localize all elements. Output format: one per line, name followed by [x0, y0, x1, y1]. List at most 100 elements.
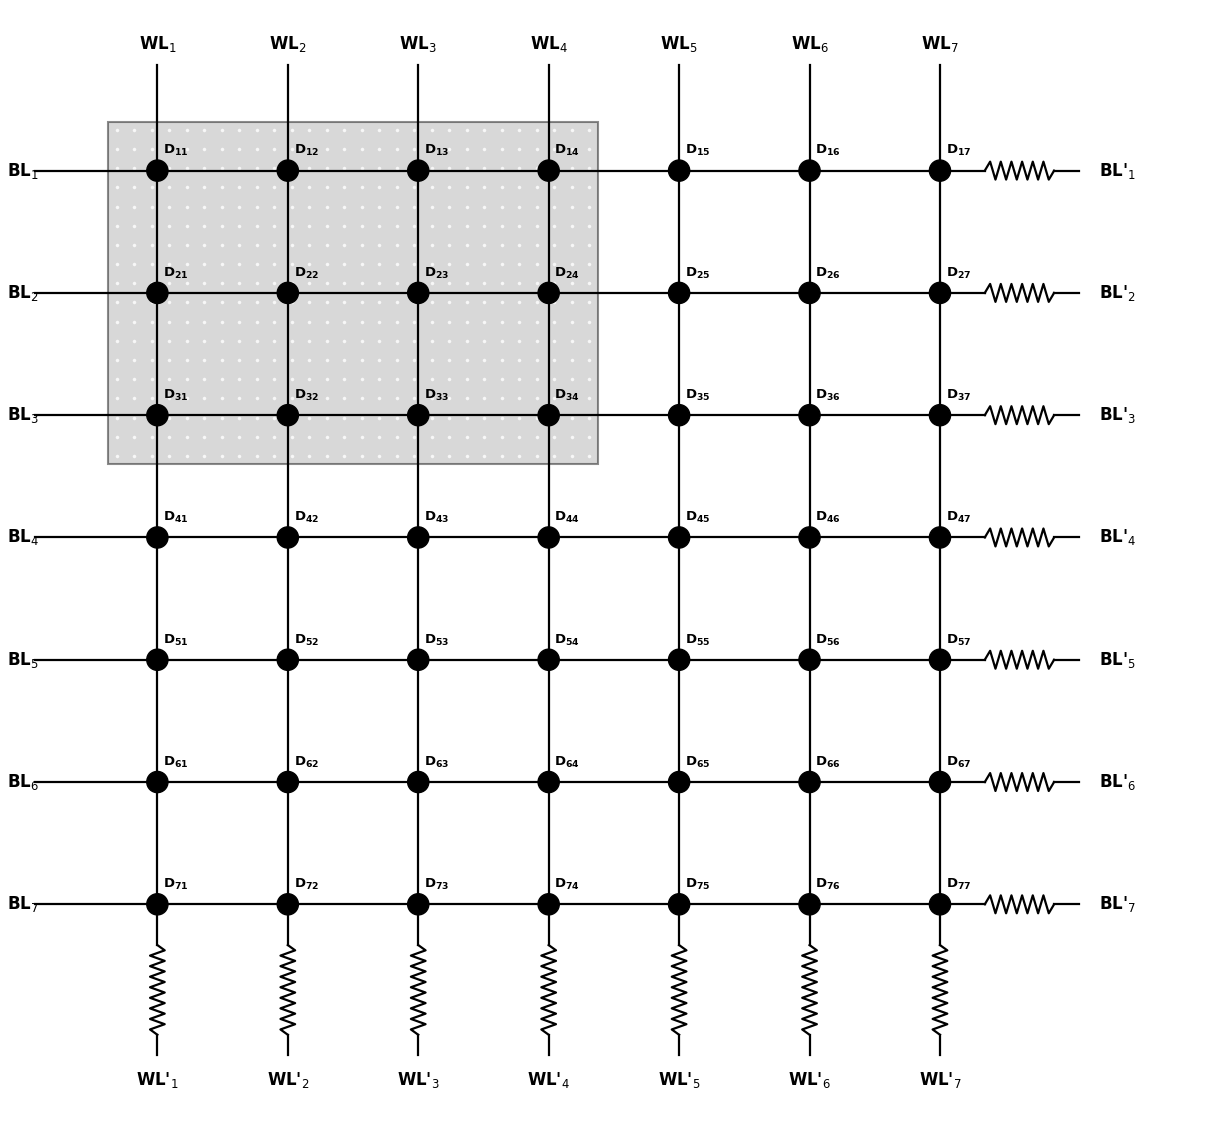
Point	[545, 198, 564, 216]
Point	[475, 140, 494, 158]
Text: D$_{\mathregular{75}}$: D$_{\mathregular{75}}$	[684, 877, 710, 892]
Point	[563, 274, 582, 292]
Point	[142, 235, 161, 254]
Point	[580, 428, 599, 446]
Point	[265, 447, 284, 465]
Point	[317, 274, 336, 292]
Point	[335, 179, 354, 197]
Point	[247, 370, 266, 388]
Point	[475, 389, 494, 408]
Point	[212, 140, 231, 158]
Point	[387, 198, 406, 216]
Point	[247, 235, 266, 254]
Point	[142, 370, 161, 388]
Point	[422, 351, 441, 369]
Text: D$_{\mathregular{25}}$: D$_{\mathregular{25}}$	[684, 266, 710, 281]
Point	[265, 389, 284, 408]
Point	[563, 121, 582, 139]
Point	[317, 447, 336, 465]
Point	[387, 370, 406, 388]
Point	[492, 216, 511, 234]
Point	[457, 370, 476, 388]
Point	[177, 389, 196, 408]
Point	[475, 198, 494, 216]
Point	[528, 160, 547, 178]
Point	[107, 216, 127, 234]
Point	[545, 140, 564, 158]
Point	[510, 389, 529, 408]
Point	[370, 255, 389, 273]
Point	[563, 312, 582, 331]
Point	[580, 389, 599, 408]
Circle shape	[147, 649, 167, 670]
Point	[510, 332, 529, 350]
Point	[212, 409, 231, 427]
Point	[282, 332, 301, 350]
Text: BL'$_{3}$: BL'$_{3}$	[1099, 405, 1136, 426]
Circle shape	[277, 526, 299, 548]
Point	[528, 351, 547, 369]
Text: D$_{\mathregular{26}}$: D$_{\mathregular{26}}$	[816, 266, 841, 281]
Text: WL$_{2}$: WL$_{2}$	[269, 34, 306, 54]
Point	[440, 255, 459, 273]
Point	[528, 312, 547, 331]
Point	[528, 389, 547, 408]
Point	[230, 255, 249, 273]
Point	[387, 447, 406, 465]
Point	[159, 389, 178, 408]
Point	[370, 216, 389, 234]
Point	[545, 389, 564, 408]
Point	[545, 235, 564, 254]
Text: WL$_{7}$: WL$_{7}$	[921, 34, 959, 54]
Point	[142, 409, 161, 427]
Point	[282, 255, 301, 273]
Circle shape	[407, 649, 429, 670]
Point	[230, 198, 249, 216]
Point	[177, 140, 196, 158]
Point	[510, 428, 529, 446]
Point	[440, 198, 459, 216]
Point	[212, 160, 231, 178]
Point	[142, 312, 161, 331]
Point	[159, 198, 178, 216]
Point	[352, 332, 371, 350]
Point	[107, 428, 127, 446]
Text: D$_{\mathregular{43}}$: D$_{\mathregular{43}}$	[424, 511, 449, 525]
Text: D$_{\mathregular{12}}$: D$_{\mathregular{12}}$	[294, 144, 318, 158]
Circle shape	[407, 526, 429, 548]
Circle shape	[407, 771, 429, 792]
Point	[194, 160, 213, 178]
Point	[370, 140, 389, 158]
Text: BL'$_{4}$: BL'$_{4}$	[1099, 528, 1136, 548]
Circle shape	[799, 893, 821, 915]
Point	[177, 370, 196, 388]
Point	[335, 160, 354, 178]
Point	[475, 447, 494, 465]
Point	[159, 293, 178, 311]
Text: BL$_{7}$: BL$_{7}$	[7, 894, 39, 915]
Point	[528, 179, 547, 197]
Point	[405, 332, 424, 350]
Text: WL'$_{3}$: WL'$_{3}$	[396, 1070, 440, 1090]
Point	[510, 293, 529, 311]
Circle shape	[539, 282, 559, 303]
Point	[352, 160, 371, 178]
Point	[300, 293, 319, 311]
Text: D$_{\mathregular{67}}$: D$_{\mathregular{67}}$	[946, 755, 971, 770]
Point	[457, 198, 476, 216]
Point	[159, 409, 178, 427]
Point	[370, 160, 389, 178]
Point	[177, 121, 196, 139]
Circle shape	[669, 771, 689, 792]
Point	[440, 428, 459, 446]
Point	[335, 370, 354, 388]
Point	[300, 312, 319, 331]
Point	[510, 447, 529, 465]
Point	[457, 332, 476, 350]
Point	[142, 255, 161, 273]
Point	[142, 121, 161, 139]
Point	[194, 235, 213, 254]
Text: D$_{\mathregular{14}}$: D$_{\mathregular{14}}$	[554, 144, 580, 158]
Point	[300, 216, 319, 234]
Point	[247, 274, 266, 292]
